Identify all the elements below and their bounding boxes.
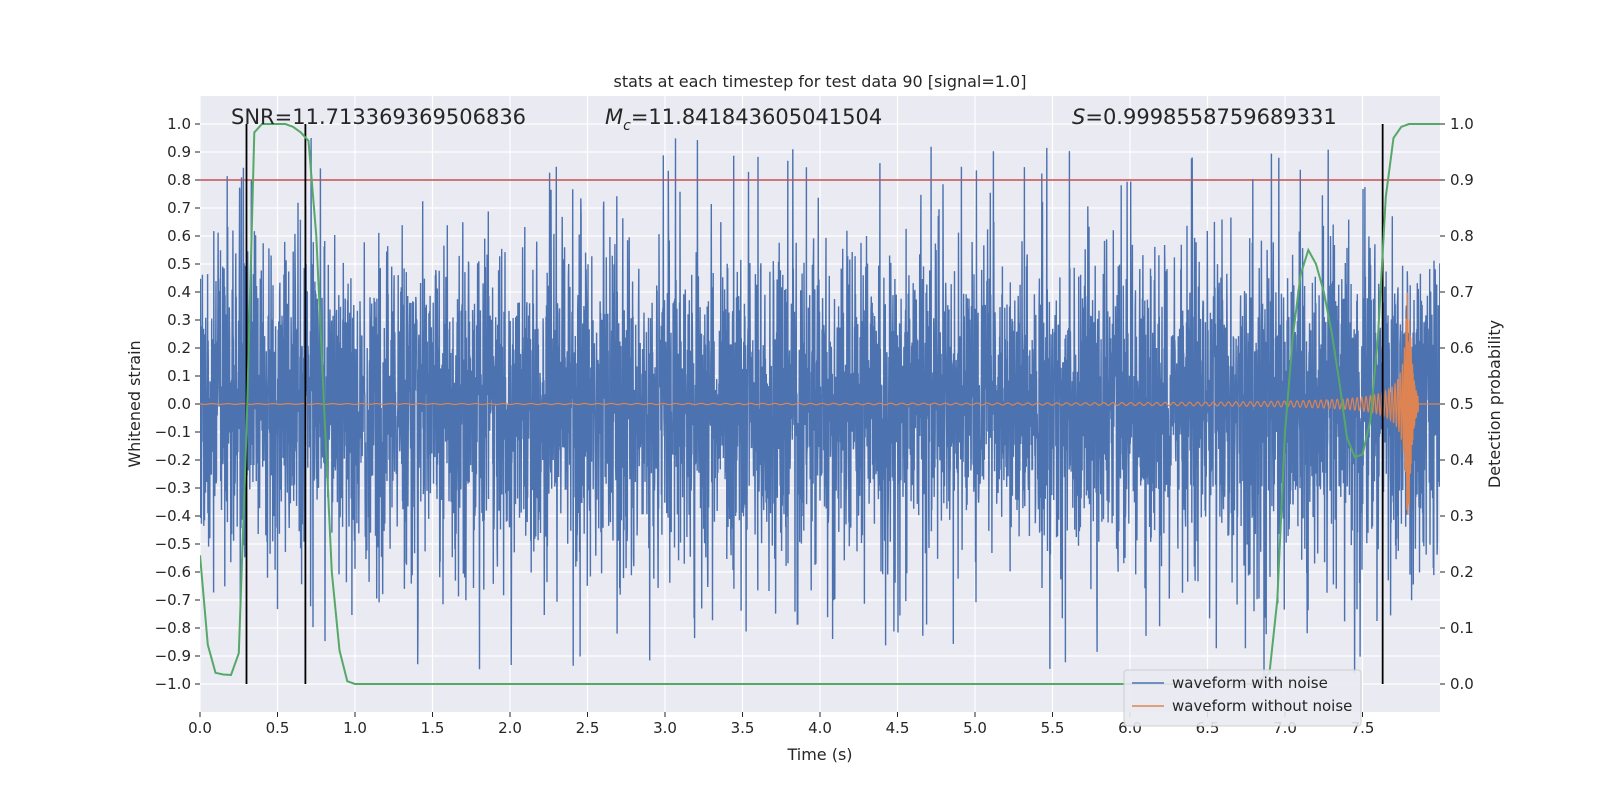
x-tick-label: 0.0: [188, 719, 212, 737]
score-annotation: S=0.9998558759689331: [1072, 105, 1337, 129]
y-tick-label: 0.6: [167, 227, 191, 245]
y-tick-label: 0.0: [167, 395, 191, 413]
snr-annotation: SNR=11.713369369506836: [231, 105, 526, 129]
y-right-tick-label: 0.1: [1450, 619, 1474, 637]
y-tick-label: −0.9: [155, 647, 191, 665]
y-right-tick-label: 1.0: [1450, 115, 1474, 133]
y-tick-label: 0.4: [167, 283, 191, 301]
y-tick-label: −0.2: [155, 451, 191, 469]
y-right-tick-label: 0.0: [1450, 675, 1474, 693]
x-tick-label: 1.5: [421, 719, 445, 737]
y-tick-label: −0.6: [155, 563, 191, 581]
y-tick-label: 0.9: [167, 143, 191, 161]
x-tick-label: 2.5: [576, 719, 600, 737]
x-tick-label: 1.0: [343, 719, 367, 737]
chirp-mass-annotation: Mc=11.841843605041504: [605, 105, 882, 134]
y-right-tick-label: 0.6: [1450, 339, 1474, 357]
y-tick-label: −0.8: [155, 619, 191, 637]
y-axis-right-label: Detection probability: [1485, 320, 1504, 488]
x-tick-label: 4.5: [886, 719, 910, 737]
y-right-tick-label: 0.9: [1450, 171, 1474, 189]
y-axis-ticks: 1.0 0.9 0.8 0.7 0.6 0.5 0.4 0.3 0.2 0.1 0.0 −0.1 −0.…: [155, 115, 200, 693]
chart-title: stats at each timestep for test data 90 …: [614, 72, 1027, 91]
y-right-tick-label: 0.4: [1450, 451, 1474, 469]
y-tick-label: 0.8: [167, 171, 191, 189]
y-tick-label: 0.2: [167, 339, 191, 357]
y-axis-right-ticks: 1.0 0.9 0.8 0.7 0.6 0.5 0.4 0.3 0.2 0.1 0.0: [1440, 115, 1474, 693]
y-tick-label: −0.5: [155, 535, 191, 553]
y-right-tick-label: 0.8: [1450, 227, 1474, 245]
y-tick-label: −0.1: [155, 423, 191, 441]
y-right-tick-label: 0.2: [1450, 563, 1474, 581]
series-waveform-without-noise: [200, 292, 1440, 515]
x-tick-label: 5.5: [1041, 719, 1065, 737]
legend-label-clean: waveform without noise: [1172, 697, 1352, 715]
x-tick-label: 3.5: [731, 719, 755, 737]
y-tick-label: 0.7: [167, 199, 191, 217]
y-right-tick-label: 0.5: [1450, 395, 1474, 413]
y-tick-label: −0.4: [155, 507, 191, 525]
x-axis-label: Time (s): [786, 745, 852, 764]
y-tick-label: −0.3: [155, 479, 191, 497]
y-tick-label: 0.3: [167, 311, 191, 329]
y-tick-label: 1.0: [167, 115, 191, 133]
x-tick-label: 3.0: [653, 719, 677, 737]
series-waveform-with-noise: [200, 137, 1440, 682]
y-tick-label: −0.7: [155, 591, 191, 609]
y-tick-label: 0.5: [167, 255, 191, 273]
legend-label-noise: waveform with noise: [1172, 674, 1328, 692]
y-tick-label: 0.1: [167, 367, 191, 385]
x-tick-label: 5.0: [963, 719, 987, 737]
x-tick-label: 0.5: [266, 719, 290, 737]
y-right-tick-label: 0.7: [1450, 283, 1474, 301]
x-tick-label: 4.0: [808, 719, 832, 737]
y-axis-label: Whitened strain: [125, 340, 144, 467]
legend: waveform with noise waveform without noi…: [1123, 669, 1362, 727]
legend-box: [1123, 669, 1362, 727]
y-right-tick-label: 0.3: [1450, 507, 1474, 525]
plot-content: [200, 123, 1440, 685]
series-detection-probability: [200, 123, 1440, 685]
x-tick-label: 2.0: [498, 719, 522, 737]
y-tick-label: −1.0: [155, 675, 191, 693]
